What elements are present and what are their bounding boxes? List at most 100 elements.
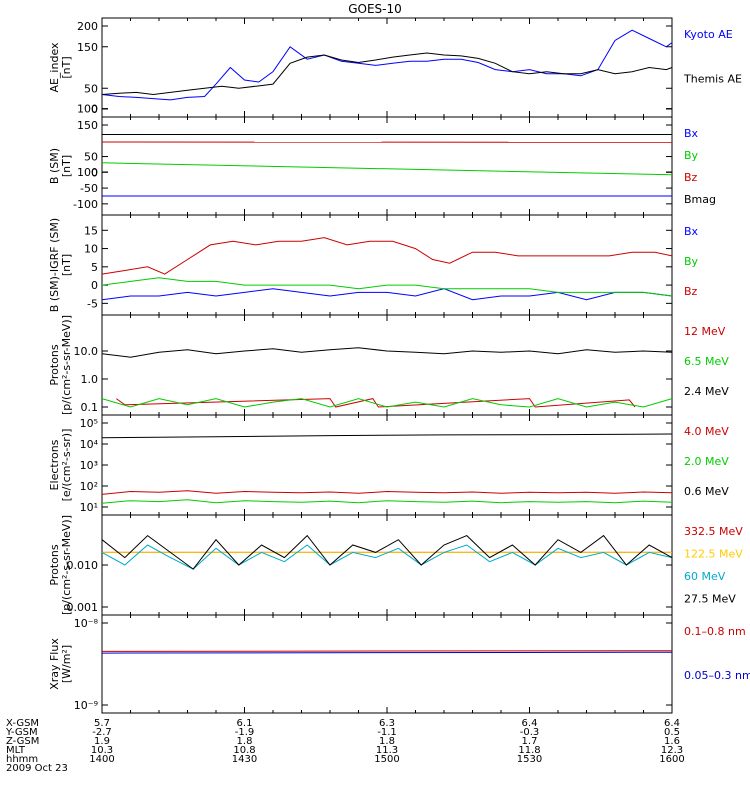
series-line-0.6 MeV: [101, 433, 673, 439]
legend-entry: 12 MeV: [684, 325, 726, 338]
y-tick-label: -50: [80, 182, 98, 195]
y-tick-label: 10⁴: [80, 438, 99, 451]
series-line-27.5 MeV: [101, 534, 673, 570]
y-tick-label: 0: [91, 279, 98, 292]
ephem-value: 1530: [517, 754, 542, 765]
panel-b_minus_igrf: -5 0 5 10 15 B (SM)-IGRF (SM) [nT] Bx By Bz: [48, 214, 699, 316]
y-tick-label: 10.0: [74, 345, 99, 358]
y-tick-label: 10³: [80, 459, 98, 472]
ephem-value: 6.4: [522, 718, 538, 729]
y-axis-label: [p/(cm²-s-sr-MeV)]: [60, 315, 73, 415]
y-tick-label: 150: [77, 41, 98, 54]
series-line-60 MeV: [101, 544, 673, 570]
ephem-value: -0.3: [520, 727, 540, 738]
series-line-Bx: [101, 288, 673, 301]
y-tick-label: 100: [77, 166, 98, 179]
series-line-6.5 MeV: [101, 398, 673, 408]
legend-entry: 6.5 MeV: [684, 355, 729, 368]
ephem-value: 1.8: [237, 736, 253, 747]
legend-entry: Bx: [684, 225, 699, 238]
series-line-By: [101, 277, 673, 297]
y-axis-label: [nT]: [60, 155, 73, 177]
legend-entry: Themis AE: [683, 73, 742, 86]
y-axis-label: Protons: [48, 344, 61, 385]
series-line-By: [101, 162, 673, 176]
series-line-2.0 MeV: [101, 499, 673, 504]
series-line-Themis AE: [101, 52, 673, 96]
series-line-0.1–0.8 nm: [101, 650, 673, 652]
y-tick-label: 0.001: [67, 601, 99, 614]
ephemeris-table: X-GSM 5.7 6.1 6.3 6.4 6.4 Y-GSM -2.7 -1.9 -1.1 -0.…: [5, 718, 685, 774]
y-axis-label: Xray Flux: [48, 638, 61, 690]
ephem-value: 11.3: [376, 745, 398, 756]
y-tick-label: 10: [84, 243, 98, 256]
ephem-label: Z-GSM: [6, 736, 39, 747]
y-tick-label: 1.0: [81, 373, 99, 386]
y-axis-label: Protons: [48, 544, 61, 585]
y-tick-label: 15: [84, 224, 98, 237]
y-tick-label: 0: [91, 103, 98, 116]
ephem-value: -1.9: [235, 727, 255, 738]
panel-xray: 10⁻⁹ 10⁻⁸ Xray Flux [W/m²] 0.1–0.8 nm 0.05–0.…: [48, 614, 750, 714]
ephem-label: hhmm: [6, 754, 38, 765]
y-axis-label: [W/m²]: [60, 645, 73, 683]
ephem-label: MLT: [6, 745, 26, 756]
ephem-value: 6.3: [379, 718, 395, 729]
y-tick-label: 0.1: [81, 401, 99, 414]
y-axis-label: [nT]: [60, 56, 73, 78]
series-line-0.05–0.3 nm: [101, 651, 673, 654]
legend-entry: 2.4 MeV: [684, 385, 729, 398]
series-line-Bz: [101, 237, 673, 275]
ephem-value: 1500: [374, 754, 399, 765]
ephem-label: X-GSM: [6, 718, 39, 729]
panel-b_sm: -100 -50 0 50 100 150 B (SM) [nT] Bx By Bz Bmag: [48, 116, 716, 216]
ephem-value: 1430: [232, 754, 257, 765]
panel-electrons: 10¹ 10² 10³ 10⁴ 10⁵ Electrons [e/(cm²-s-sr)] 4.…: [48, 414, 729, 516]
ephem-value: 1400: [89, 754, 114, 765]
y-tick-label: 0.010: [67, 559, 99, 572]
ephem-value: 1.6: [664, 736, 680, 747]
ephem-value: 12.3: [661, 745, 683, 756]
panel-ae: 0 50 100 150 200 AE_index [nT] Kyoto AE Themis A…: [48, 17, 742, 118]
panel-protons_low: 0.1 1.0 10.0 Protons [p/(cm²-s-sr-MeV)] 12 Me…: [48, 314, 729, 416]
y-tick-label: 100: [77, 103, 98, 116]
chart-title: GOES-10: [348, 2, 402, 16]
y-tick-label: 10²: [80, 480, 98, 493]
y-tick-label: -100: [73, 198, 98, 211]
y-tick-label: 200: [77, 20, 98, 33]
y-tick-label: 0: [91, 166, 98, 179]
ephem-date: 2009 Oct 23: [6, 763, 68, 774]
y-tick-label: 50: [84, 82, 98, 95]
ephem-value: 1.8: [379, 736, 395, 747]
y-tick-label: 10⁻⁸: [74, 617, 99, 630]
legend-entry: 27.5 MeV: [684, 593, 736, 606]
legend-entry: Bz: [684, 171, 698, 184]
y-tick-label: 10¹: [80, 501, 98, 514]
legend-entry: By: [684, 255, 699, 268]
panel-frame: [101, 116, 673, 216]
y-axis-label: B (SM)-IGRF (SM): [48, 218, 61, 312]
panel-frame: [101, 17, 673, 118]
ephem-value: 11.8: [518, 745, 540, 756]
ephem-value: 1600: [659, 754, 684, 765]
legend-entry: 0.05–0.3 nm: [684, 669, 750, 682]
legend-entry: 2.0 MeV: [684, 455, 729, 468]
ephem-value: 5.7: [94, 718, 110, 729]
legend-entry: 60 MeV: [684, 570, 726, 583]
y-axis-label: AE_index: [48, 42, 61, 93]
ephem-value: -1.1: [377, 727, 397, 738]
y-axis-label: [p/(cm²-s-sr-MeV)]: [60, 515, 73, 615]
y-axis-label: [nT]: [60, 254, 73, 276]
y-tick-label: -5: [87, 297, 98, 310]
legend-entry: Bmag: [684, 193, 716, 206]
ephem-value: -2.7: [92, 727, 112, 738]
y-axis-label: B (SM): [48, 148, 61, 184]
series-line-Kyoto AE: [101, 29, 673, 101]
panel-protons_high: 0.001 0.010 Protons [p/(cm²-s-sr-MeV)] 332.5…: [48, 514, 743, 616]
legend-entry: Bz: [684, 285, 698, 298]
series-line-2.4 MeV: [101, 347, 673, 358]
ephem-value: 10.8: [233, 745, 255, 756]
legend-entry: 332.5 MeV: [684, 525, 743, 538]
